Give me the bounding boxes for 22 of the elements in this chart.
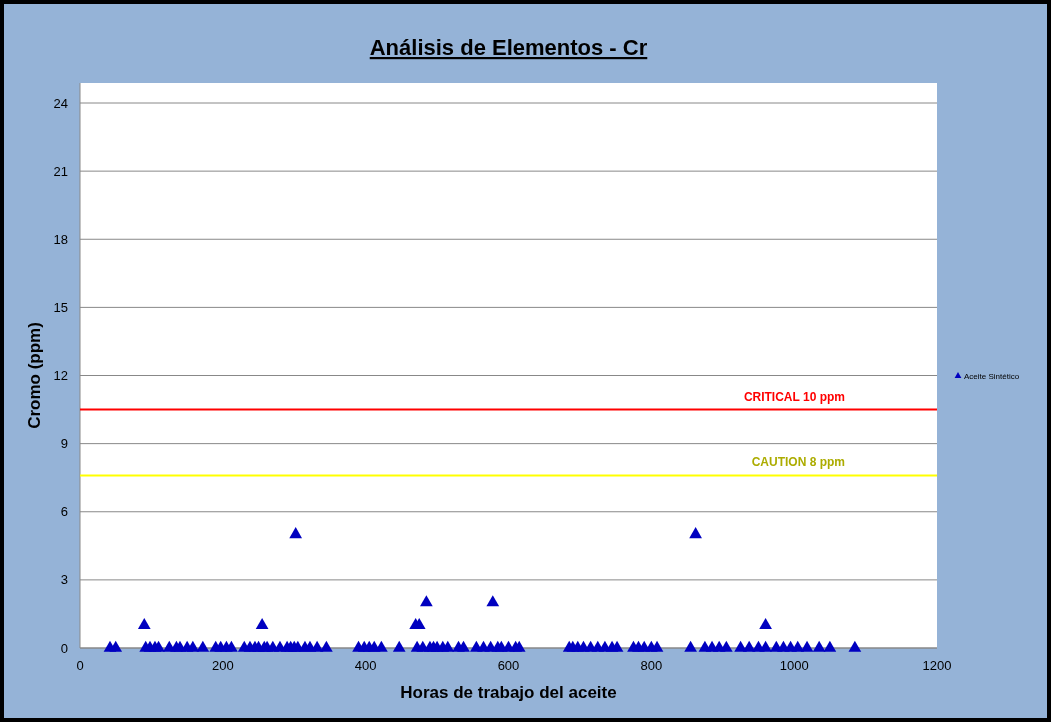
y-axis-title: Cromo (ppm) [25,322,44,429]
y-tick-label: 12 [53,368,68,384]
y-tick-label: 9 [60,436,68,452]
x-tick-label: 0 [76,658,84,673]
y-tick-label: 15 [53,299,68,315]
legend-label: Aceite Sintético [964,371,1020,381]
x-tick-label: 1200 [922,658,952,673]
y-tick-label: 24 [53,95,68,111]
y-tick-label: 6 [60,504,68,520]
ref-line-label: CAUTION 8 ppm [751,455,845,470]
y-tick-label: 3 [60,572,68,588]
x-tick-label: 1000 [779,658,809,673]
x-axis-title: Horas de trabajo del aceite [400,683,617,702]
chart-title: Análisis de Elementos - Cr [369,35,648,60]
y-tick-label: 0 [60,640,68,656]
y-tick-label: 18 [53,231,68,247]
x-tick-label: 600 [497,658,520,673]
x-tick-label: 200 [211,658,234,673]
y-tick-label: 21 [53,163,68,179]
x-tick-label: 800 [640,658,663,673]
ref-line-label: CRITICAL 10 ppm [743,389,845,404]
x-tick-label: 400 [354,658,377,673]
